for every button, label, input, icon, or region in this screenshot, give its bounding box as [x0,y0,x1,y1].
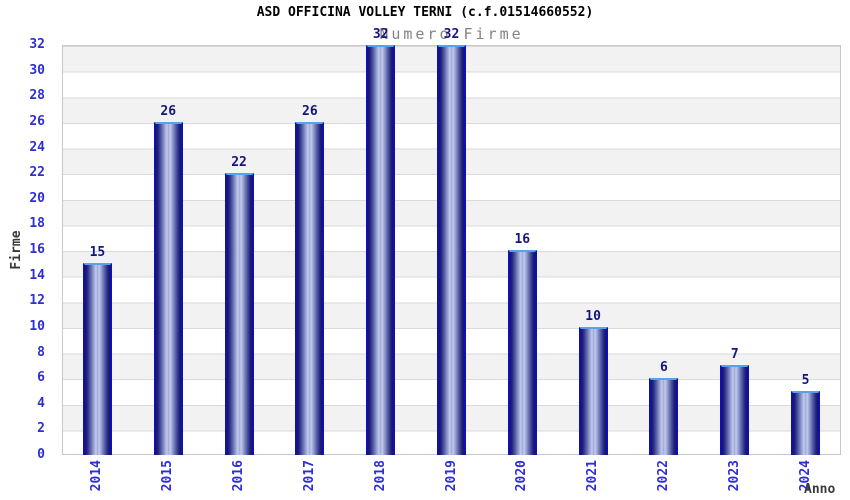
y-tick-label: 20 [29,190,45,206]
y-tick-label: 0 [37,447,45,462]
y-tick-label: 30 [29,62,45,78]
y-tick-label: 14 [29,267,45,283]
bar-value-label: 7 [730,347,739,363]
bar [791,390,821,455]
x-tick-label: 2017 [301,460,317,492]
y-tick-label: 24 [29,139,45,155]
y-tick-label: 4 [37,395,45,411]
bar [224,173,254,455]
y-tick-label: 18 [29,216,45,232]
y-tick-label: 2 [37,421,45,437]
x-tick-label: 2016 [231,460,247,492]
bar [649,378,679,455]
y-tick-label: 8 [37,344,45,360]
y-tick-label: 12 [29,293,45,309]
bar [720,365,750,455]
bar [153,121,183,455]
bar-value-label: 15 [89,244,106,260]
bar-value-label: 16 [514,232,531,247]
chart-subtitle: Numero Firme [379,25,524,43]
bar-value-label: 32 [443,27,460,42]
bar [507,250,537,455]
y-tick-label: 32 [29,37,45,52]
bar-value-label: 6 [660,360,668,376]
bar-value-label: 26 [160,103,177,119]
bar [295,121,325,455]
x-axis-title: Anno [804,482,836,497]
bar-value-label: 32 [372,27,389,42]
y-tick-label: 6 [37,370,45,386]
y-axis-title: Firme [9,230,24,270]
x-tick-label: 2022 [655,460,671,492]
y-tick-label: 16 [29,242,45,257]
bar-value-label: 26 [302,103,318,119]
bar-value-label: 10 [585,308,601,324]
bar [366,45,396,455]
y-tick-label: 10 [29,318,45,334]
y-tick-label: 22 [29,165,45,181]
bar [578,326,608,455]
bar-value-label: 22 [231,155,247,171]
x-tick-label: 2023 [726,460,742,492]
x-tick-label: 2019 [443,460,459,492]
bar [82,262,112,455]
x-tick-label: 2015 [160,460,176,492]
chart-title: ASD OFFICINA VOLLEY TERNI (c.f.015146605… [256,5,594,20]
y-tick-label: 26 [29,113,45,129]
bar [437,45,466,455]
x-tick-label: 2021 [585,460,601,492]
x-tick-label: 2014 [89,460,105,492]
x-tick-label: 2020 [514,460,530,492]
x-tick-label: 2018 [372,460,388,492]
bar-value-label: 5 [801,372,810,388]
y-tick-label: 28 [29,88,45,104]
